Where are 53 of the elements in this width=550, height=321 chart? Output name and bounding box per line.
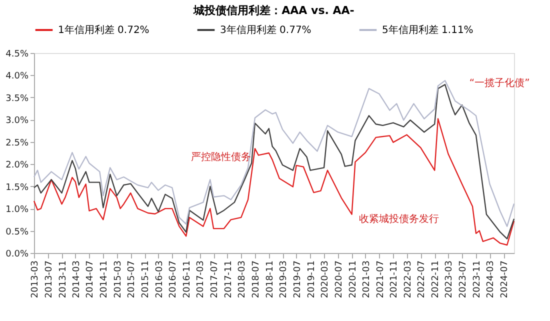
y-tick-label: 0.0% — [6, 250, 29, 260]
x-tick-label: 2015-03 — [113, 260, 124, 298]
x-tick-label: 2021-07 — [376, 260, 386, 298]
x-tick-label: 2013-03 — [30, 260, 40, 298]
annotation: 严控隐性债务 — [191, 151, 252, 163]
y-tick-label: 4.0% — [6, 72, 29, 82]
y-tick-label: 4.5% — [6, 50, 29, 60]
legend-label: 3年信用利差 0.77% — [220, 24, 312, 36]
y-tick-label: 3.5% — [6, 94, 29, 104]
y-tick-label: 1.5% — [6, 182, 29, 193]
x-tick-label: 2016-03 — [154, 260, 165, 298]
x-tick-label: 2019-11 — [306, 260, 317, 298]
x-tick-label: 2018-07 — [251, 260, 262, 298]
x-tick-label: 2017-03 — [196, 260, 206, 298]
annotation: 收紧城投债务发行 — [358, 213, 439, 225]
y-tick-label: 0.5% — [6, 227, 29, 238]
x-tick-label: 2022-07 — [417, 260, 428, 298]
x-tick-label: 2016-07 — [168, 260, 179, 298]
x-tick-label: 2024-03 — [486, 260, 496, 298]
legend-label: 1年信用利差 0.72% — [58, 24, 150, 36]
x-tick-label: 2020-11 — [348, 260, 358, 298]
x-tick-label: 2015-07 — [127, 260, 138, 298]
x-tick-label: 2022-11 — [431, 260, 442, 298]
chart-title: 城投债信用利差：AAA vs. AA- — [192, 4, 354, 17]
x-tick-label: 2024-07 — [500, 260, 510, 298]
x-tick-label: 2013-07 — [44, 260, 54, 298]
x-tick-label: 2016-11 — [182, 260, 193, 298]
y-tick-label: 2.5% — [6, 138, 29, 148]
annotation: “一揽子化债” — [469, 77, 530, 89]
x-tick-label: 2018-03 — [238, 260, 248, 298]
x-tick-label: 2013-11 — [58, 260, 68, 298]
x-tick-label: 2020-03 — [320, 260, 331, 298]
x-tick-label: 2023-11 — [472, 260, 483, 298]
x-tick-label: 2017-11 — [224, 260, 234, 298]
line-series — [33, 118, 515, 246]
x-tick-label: 2014-03 — [72, 260, 82, 298]
x-tick-label: 2020-07 — [334, 260, 344, 298]
x-tick-label: 2014-11 — [100, 260, 110, 298]
y-tick-label: 3.0% — [6, 116, 29, 126]
x-tick-label: 2015-11 — [141, 260, 152, 298]
y-tick-label: 1.0% — [6, 205, 29, 216]
x-tick-label: 2019-03 — [279, 260, 290, 298]
x-tick-label: 2014-07 — [86, 260, 96, 298]
y-tick-label: 2.0% — [6, 160, 29, 171]
x-tick-label: 2019-07 — [292, 260, 303, 298]
x-tick-label: 2021-11 — [390, 260, 400, 298]
legend-label: 5年信用利差 1.11% — [382, 24, 474, 36]
x-tick-label: 2017-07 — [210, 260, 220, 298]
x-tick-label: 2018-11 — [265, 260, 276, 298]
x-tick-label: 2021-03 — [362, 260, 372, 298]
x-tick-label: 2023-03 — [444, 260, 455, 298]
x-tick-label: 2022-03 — [403, 260, 414, 298]
x-tick-label: 2023-07 — [458, 260, 469, 298]
